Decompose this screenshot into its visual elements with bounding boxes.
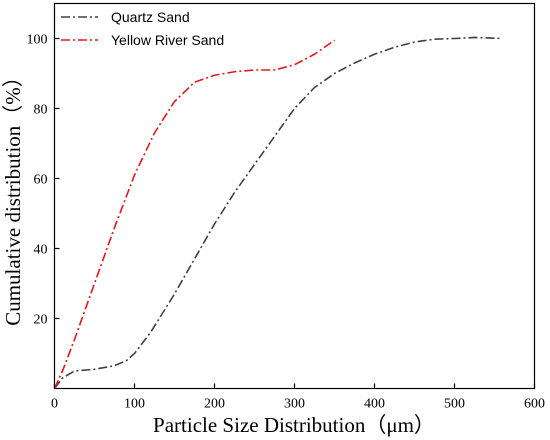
- y-tick-label-20: 20: [34, 313, 48, 328]
- y-axis-title: Cumulative distribution（%）: [1, 66, 25, 326]
- x-tick-label-200: 200: [204, 397, 225, 412]
- legend-label-yellow-river-sand: Yellow River Sand: [111, 32, 224, 48]
- legend-item-quartz-sand: Quartz Sand: [61, 9, 190, 25]
- x-axis-ticks: 0 100 200 300 400 500 600: [51, 383, 545, 412]
- plot-area: 0 100 200 300 400 500 600 20 40 60 80 100: [27, 2, 545, 412]
- legend-label-quartz-sand: Quartz Sand: [111, 9, 190, 25]
- x-axis-title: Particle Size Distribution（μm）: [153, 413, 435, 437]
- series-line-quartz-sand: [53, 36, 503, 389]
- y-tick-label-80: 80: [34, 103, 48, 118]
- series-layer: [53, 36, 503, 389]
- legend-item-yellow-river-sand: Yellow River Sand: [61, 32, 224, 48]
- x-tick-label-500: 500: [444, 397, 465, 412]
- x-tick-label-0: 0: [51, 397, 58, 412]
- legend: Quartz Sand Yellow River Sand: [61, 9, 224, 48]
- y-tick-label-100: 100: [27, 33, 48, 48]
- y-tick-label-60: 60: [34, 173, 48, 188]
- x-tick-label-400: 400: [364, 397, 385, 412]
- x-tick-label-100: 100: [124, 397, 145, 412]
- series-line-yellow-river-sand: [53, 39, 335, 389]
- y-tick-label-40: 40: [34, 243, 48, 258]
- x-tick-label-300: 300: [284, 397, 305, 412]
- y-axis-ticks: 20 40 60 80 100: [27, 33, 60, 328]
- x-tick-label-600: 600: [524, 397, 545, 412]
